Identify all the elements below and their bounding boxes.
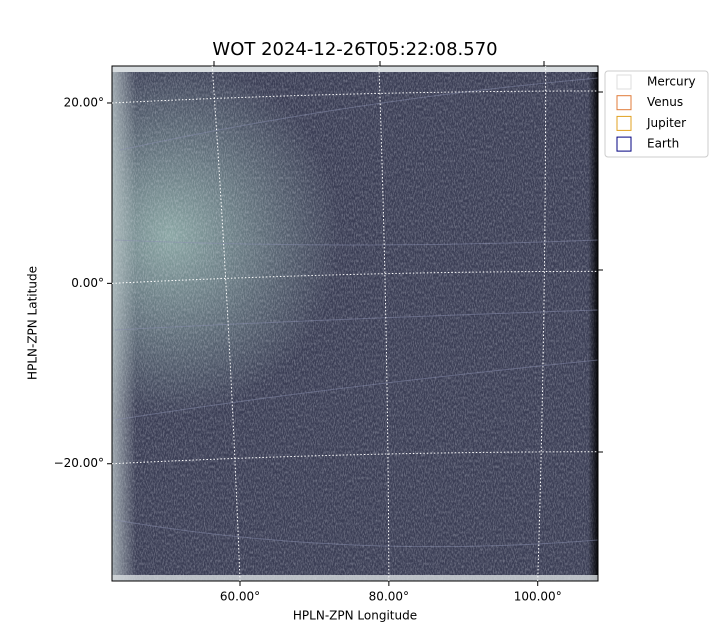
grid-line	[111, 90, 599, 104]
grid-line	[111, 451, 599, 465]
legend-marker	[616, 95, 632, 111]
x-axis-label: HPLN-ZPN Longitude	[293, 609, 417, 623]
secondary-ticks	[213, 61, 603, 453]
grid-line	[111, 270, 599, 284]
y-tick-label: 0.00°	[71, 276, 104, 290]
legend-marker	[616, 136, 632, 152]
x-tick-label: 80.00°	[369, 590, 409, 604]
legend-marker	[616, 115, 632, 131]
grid-line	[211, 65, 241, 582]
image	[112, 66, 599, 581]
y-axis-label: HPLN-ZPN Latitude	[26, 266, 40, 380]
chart-title: WOT 2024-12-26T05:22:08.570	[212, 39, 497, 60]
legend-label: Earth	[647, 137, 679, 151]
legend-label: Venus	[647, 95, 683, 109]
y-tick-label: 20.00°	[64, 95, 104, 109]
axes-frame	[111, 65, 599, 582]
y-tick-label: −20.00°	[54, 456, 104, 470]
x-tick-label: 60.00°	[220, 590, 260, 604]
x-tick-label: 100.00°	[514, 590, 562, 604]
grid-line	[537, 65, 547, 582]
legend-label: Jupiter	[646, 116, 686, 130]
grid-line	[378, 65, 390, 582]
legend	[604, 70, 709, 158]
legend-marker	[616, 74, 632, 90]
legend-label: Mercury	[647, 75, 696, 89]
